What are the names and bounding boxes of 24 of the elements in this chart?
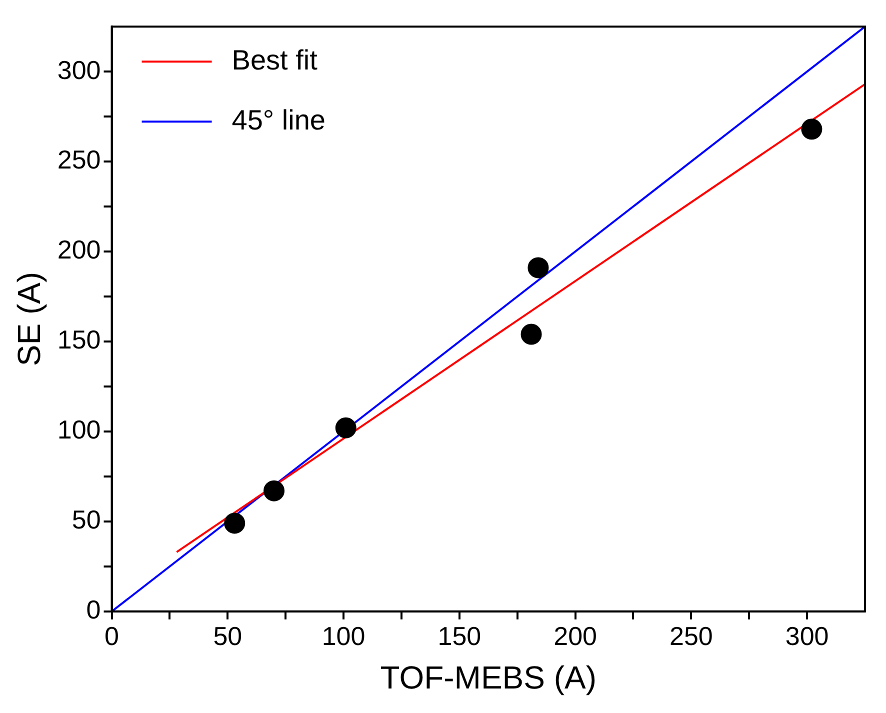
y-axis-title: SE (A) bbox=[11, 272, 48, 366]
x-tick-label: 0 bbox=[104, 621, 120, 652]
y-tick-label: 100 bbox=[57, 414, 101, 445]
point bbox=[264, 480, 285, 502]
y-tick-label: 150 bbox=[57, 324, 101, 355]
point bbox=[801, 118, 822, 140]
legend-label: 45° line bbox=[232, 104, 326, 136]
point bbox=[224, 512, 246, 534]
point bbox=[528, 257, 549, 278]
point bbox=[520, 324, 542, 345]
x-tick-label: 200 bbox=[554, 621, 597, 652]
legend-label: Best fit bbox=[232, 44, 318, 76]
x-axis-title: TOF-MEBS (A) bbox=[380, 660, 597, 696]
x-tick-label: 250 bbox=[669, 621, 713, 652]
x-tick-label: 100 bbox=[322, 621, 366, 652]
x-tick-label: 50 bbox=[213, 621, 242, 652]
y-tick-label: 300 bbox=[57, 54, 101, 85]
x-tick-label: 300 bbox=[785, 621, 829, 652]
y-tick-label: 200 bbox=[57, 234, 101, 265]
x-tick-label: 150 bbox=[438, 621, 482, 652]
y-tick-label: 0 bbox=[86, 594, 101, 625]
y-tick-label: 250 bbox=[57, 144, 101, 175]
y-tick-label: 50 bbox=[72, 504, 101, 535]
point bbox=[335, 417, 356, 438]
